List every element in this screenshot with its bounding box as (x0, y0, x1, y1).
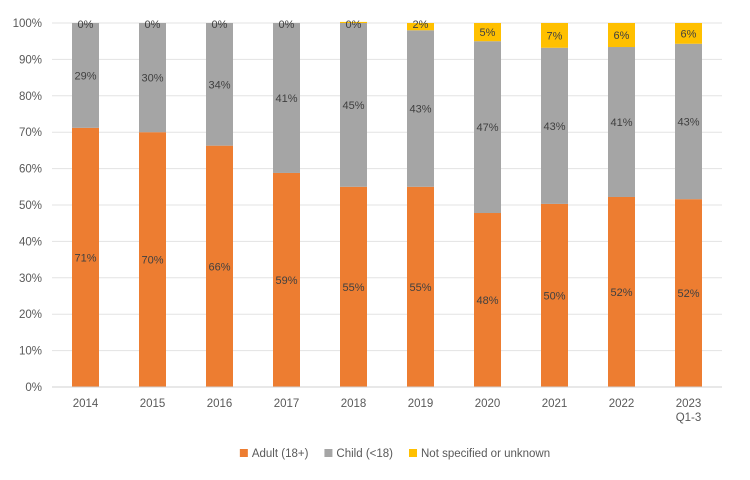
data-label: 0% (279, 19, 295, 31)
bar-segment (340, 23, 367, 187)
bar-segment (675, 23, 702, 44)
legend-label: Adult (18+) (252, 448, 309, 460)
y-tick-label: 70% (19, 127, 42, 139)
x-tick-label: 2018 (341, 398, 367, 410)
data-label: 5% (480, 27, 496, 39)
bar-segment (340, 21, 367, 23)
data-label: 6% (614, 30, 630, 42)
bar-segment (407, 30, 434, 187)
x-tick-label: 2021 (542, 398, 568, 410)
bar-segment (72, 23, 99, 128)
bar-segment (675, 199, 702, 387)
x-axis: 2014 2015 2016 2017 2018 2019 2020 2021 2022 2023… (52, 386, 722, 424)
x-tick-label: 2017 (274, 398, 300, 410)
data-label: 47% (476, 122, 498, 134)
legend-label: Not specified or unknown (421, 448, 550, 460)
y-tick-label: 10% (19, 346, 42, 358)
bar-segment (206, 23, 233, 146)
bar-segment (139, 132, 166, 387)
y-tick-label: 30% (19, 273, 42, 285)
data-label: 52% (677, 288, 699, 300)
bar-segment (407, 23, 434, 31)
x-tick-label: 2023 (676, 398, 702, 410)
data-label: 0% (78, 19, 94, 31)
data-label: 45% (342, 100, 364, 112)
y-tick-label: 100% (13, 18, 42, 30)
data-label: 41% (610, 117, 632, 129)
x-tick-label: Q1-3 (676, 412, 702, 424)
data-label: 59% (275, 275, 297, 287)
data-label: 70% (141, 255, 163, 267)
x-tick-label: 2019 (408, 398, 434, 410)
x-tick-label: 2016 (207, 398, 233, 410)
y-axis: 0% 10% 20% 30% 40% 50% 60% 70% 80% 90% 100% (13, 18, 42, 394)
x-tick-label: 2020 (475, 398, 501, 410)
data-label: 2% (413, 19, 429, 31)
data-label: 48% (476, 295, 498, 307)
bar-segment (474, 41, 501, 214)
data-label: 30% (141, 73, 163, 85)
x-tick-label: 2015 (140, 398, 166, 410)
bar-segment (407, 186, 434, 387)
data-label: 41% (275, 93, 297, 105)
bar-segment (541, 23, 568, 48)
y-tick-label: 80% (19, 91, 42, 103)
bar-segment (541, 47, 568, 204)
data-label: 0% (145, 19, 161, 31)
x-tick-label: 2014 (73, 398, 99, 410)
data-label: 34% (208, 79, 230, 91)
data-label: 0% (346, 19, 362, 31)
data-labels: 71% 29% 0% 70% 30% 0% 66% 34% 0% 59% 41% 0% 55% 45% 0%… (74, 19, 699, 307)
bar-segment (474, 213, 501, 387)
bar-segment (675, 43, 702, 200)
y-tick-label: 50% (19, 200, 42, 212)
y-tick-label: 40% (19, 236, 42, 248)
data-label: 52% (610, 287, 632, 299)
legend: Adult (18+) Child (<18) Not specified or u… (239, 448, 550, 460)
bar-segment (72, 127, 99, 387)
data-label: 55% (409, 282, 431, 294)
bar-segment (340, 186, 367, 387)
bar-segment (608, 47, 635, 197)
data-label: 43% (677, 116, 699, 128)
y-tick-label: 0% (25, 382, 42, 394)
data-label: 29% (74, 70, 96, 82)
data-label: 71% (74, 252, 96, 264)
data-label: 6% (681, 28, 697, 40)
data-label: 55% (342, 282, 364, 294)
legend-label: Child (<18) (336, 448, 393, 460)
bar-segment (608, 196, 635, 387)
data-label: 0% (212, 19, 228, 31)
bar-segment (139, 23, 166, 133)
y-tick-label: 20% (19, 309, 42, 321)
data-label: 50% (543, 290, 565, 302)
bars (72, 21, 702, 387)
bar-segment (474, 23, 501, 42)
x-tick-label: 2022 (609, 398, 635, 410)
data-label: 7% (547, 30, 563, 42)
bar-segment (541, 203, 568, 387)
legend-swatch (324, 449, 333, 457)
bar-segment (273, 172, 300, 387)
legend-swatch (239, 449, 248, 457)
data-label: 43% (543, 121, 565, 133)
data-label: 66% (208, 261, 230, 273)
data-label: 43% (409, 104, 431, 116)
y-tick-label: 90% (19, 54, 42, 66)
bar-segment (273, 23, 300, 173)
bar-segment (206, 145, 233, 387)
bar-segment (608, 23, 635, 48)
legend-swatch (409, 449, 418, 457)
y-tick-label: 60% (19, 164, 42, 176)
